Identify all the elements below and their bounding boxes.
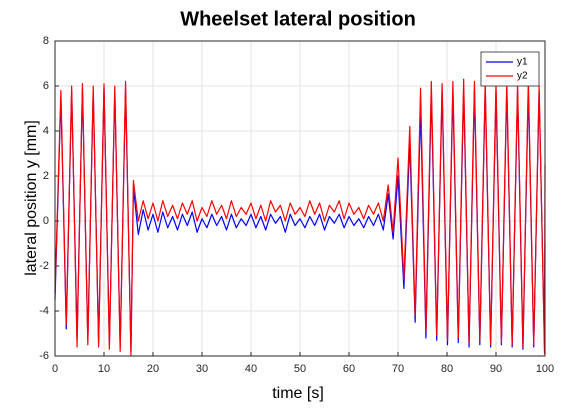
line-series	[54, 78, 546, 357]
y-tick-label: 8	[43, 35, 49, 47]
y-tick-label: 4	[43, 125, 49, 137]
axes-box	[54, 40, 546, 357]
y-tick-label: -6	[39, 350, 49, 362]
x-tick-label: 100	[536, 363, 554, 375]
y-tick-label: -4	[39, 305, 49, 317]
x-tick-label: 10	[98, 363, 110, 375]
legend-box	[480, 51, 540, 87]
y-tick-label: 0	[43, 215, 49, 227]
y-tick-label: -2	[39, 260, 49, 272]
x-axis-label: time [s]	[272, 385, 324, 402]
y-tick-label: 6	[43, 80, 49, 92]
chart-title: Wheelset lateral position	[180, 8, 416, 30]
x-tick-label: 70	[392, 363, 404, 375]
x-tick-label: 40	[245, 363, 257, 375]
x-tick-label: 0	[52, 363, 58, 375]
y-tick-label: 2	[43, 170, 49, 182]
x-tick-label: 80	[441, 363, 453, 375]
x-tick-label: 20	[147, 363, 159, 375]
legend-label: y1	[517, 57, 528, 68]
y-axis-label: lateral position y [mm]	[23, 120, 40, 276]
legend-label: y2	[517, 71, 528, 82]
x-tick-label: 30	[196, 363, 208, 375]
x-tick-label: 60	[343, 363, 355, 375]
x-tick-label: 50	[294, 363, 306, 375]
x-tick-label: 90	[490, 363, 502, 375]
